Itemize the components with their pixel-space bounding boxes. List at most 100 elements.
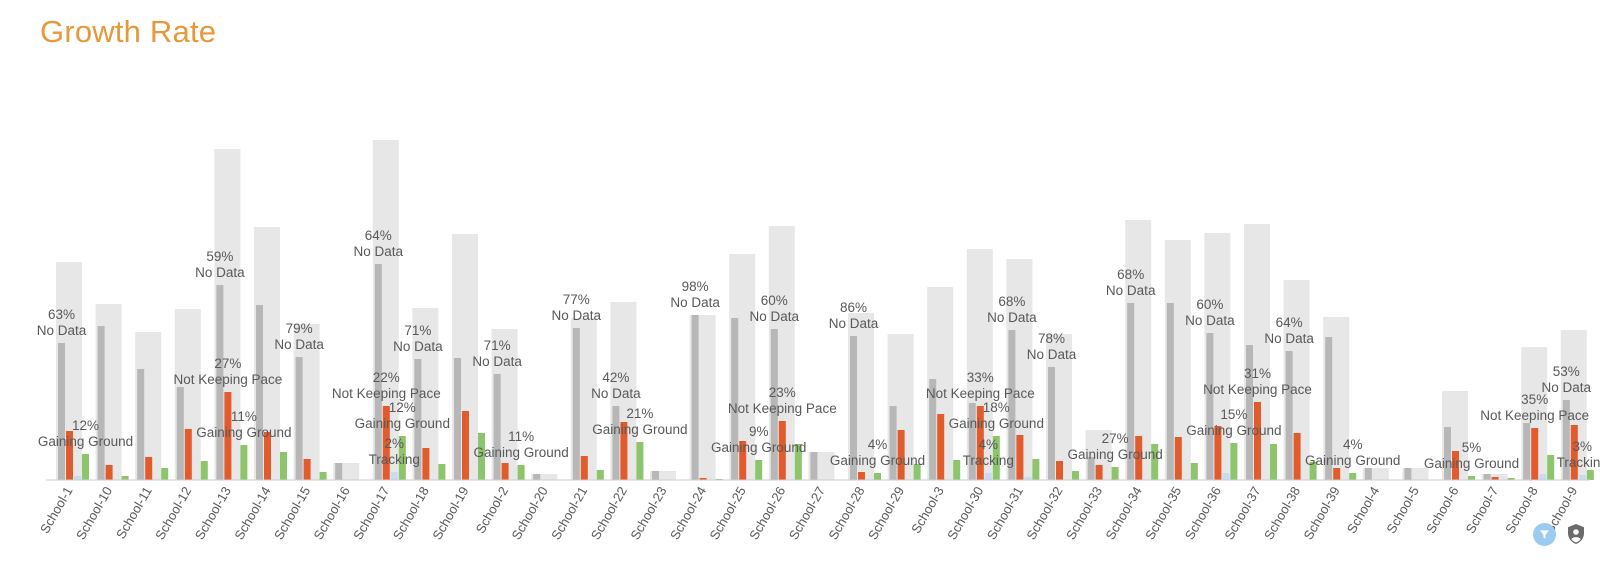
bar-not-keeping-pace[interactable] xyxy=(224,392,232,480)
bar-tracking[interactable] xyxy=(1539,474,1547,480)
bar-no-data[interactable] xyxy=(731,318,739,480)
bar-not-keeping-pace[interactable] xyxy=(1056,461,1063,480)
bar-no-data[interactable] xyxy=(1206,333,1214,480)
bar-gaining-ground[interactable] xyxy=(1586,470,1594,480)
bar-not-keeping-pace[interactable] xyxy=(1214,426,1222,480)
bar-gaining-ground[interactable] xyxy=(280,452,287,480)
bar-not-keeping-pace[interactable] xyxy=(184,429,192,480)
bar-not-keeping-pace[interactable] xyxy=(1452,451,1459,480)
bar-no-data[interactable] xyxy=(454,358,461,480)
bar-no-data[interactable] xyxy=(1246,345,1253,480)
bar-not-keeping-pace[interactable] xyxy=(858,472,865,480)
bar-not-keeping-pace[interactable] xyxy=(145,457,153,480)
bar-not-keeping-pace[interactable] xyxy=(1135,436,1143,480)
bar-no-data[interactable] xyxy=(889,406,897,480)
bar-no-data[interactable] xyxy=(256,305,263,480)
bar-no-data[interactable] xyxy=(97,326,105,480)
filter-button[interactable] xyxy=(1533,523,1556,546)
bar-gaining-ground[interactable] xyxy=(1072,471,1079,480)
bar-not-keeping-pace[interactable] xyxy=(897,430,905,480)
bar-no-data[interactable] xyxy=(1127,303,1135,480)
bar-no-data[interactable] xyxy=(572,328,580,480)
bar-no-data[interactable] xyxy=(652,471,659,480)
bar-no-data[interactable] xyxy=(1444,427,1451,480)
bar-not-keeping-pace[interactable] xyxy=(1293,433,1301,480)
bar-not-keeping-pace[interactable] xyxy=(1254,402,1261,480)
bar-gaining-ground[interactable] xyxy=(755,460,763,480)
bar-gaining-ground[interactable] xyxy=(596,470,604,480)
bar-gaining-ground[interactable] xyxy=(1190,463,1198,480)
bar-no-data[interactable] xyxy=(810,452,818,480)
bar-no-data[interactable] xyxy=(374,264,382,480)
bar-gaining-ground[interactable] xyxy=(794,444,802,480)
bar-no-data[interactable] xyxy=(1325,337,1333,480)
bar-no-data[interactable] xyxy=(1404,468,1412,480)
bar-no-data[interactable] xyxy=(176,387,184,480)
bar-not-keeping-pace[interactable] xyxy=(1531,428,1539,480)
bar-no-data[interactable] xyxy=(850,336,857,480)
bar-no-data[interactable] xyxy=(533,474,541,480)
bar-no-data[interactable] xyxy=(1523,423,1531,480)
bar-not-keeping-pace[interactable] xyxy=(1016,435,1024,480)
bar-not-keeping-pace[interactable] xyxy=(422,448,430,480)
bar-not-keeping-pace[interactable] xyxy=(1570,425,1578,480)
bar-gaining-ground[interactable] xyxy=(992,436,1000,480)
bar-gaining-ground[interactable] xyxy=(240,445,248,480)
bar-gaining-ground[interactable] xyxy=(517,465,525,480)
bar-not-keeping-pace[interactable] xyxy=(264,432,271,480)
bar-no-data[interactable] xyxy=(770,329,778,480)
bar-total[interactable] xyxy=(650,471,676,480)
bar-gaining-ground[interactable] xyxy=(1032,459,1040,480)
bar-not-keeping-pace[interactable] xyxy=(976,406,984,480)
bar-no-data[interactable] xyxy=(612,406,620,480)
bar-no-data[interactable] xyxy=(493,374,501,480)
bar-not-keeping-pace[interactable] xyxy=(303,459,311,480)
bar-gaining-ground[interactable] xyxy=(1349,473,1357,480)
bar-not-keeping-pace[interactable] xyxy=(1095,465,1103,480)
bar-not-keeping-pace[interactable] xyxy=(937,414,945,480)
bar-tracking[interactable] xyxy=(1578,475,1586,480)
bar-gaining-ground[interactable] xyxy=(1270,444,1277,480)
bar-total[interactable] xyxy=(531,474,558,480)
bar-tracking[interactable] xyxy=(74,476,81,480)
bar-not-keeping-pace[interactable] xyxy=(1174,437,1182,480)
bar-not-keeping-pace[interactable] xyxy=(778,421,786,480)
bar-not-keeping-pace[interactable] xyxy=(699,478,707,480)
bar-gaining-ground[interactable] xyxy=(121,476,129,480)
bar-not-keeping-pace[interactable] xyxy=(462,411,469,480)
bar-not-keeping-pace[interactable] xyxy=(580,456,588,480)
bar-not-keeping-pace[interactable] xyxy=(1491,477,1499,480)
bar-no-data[interactable] xyxy=(929,379,937,480)
bar-no-data[interactable] xyxy=(295,357,303,480)
bar-not-keeping-pace[interactable] xyxy=(1333,468,1341,480)
bar-gaining-ground[interactable] xyxy=(1547,455,1555,480)
bar-gaining-ground[interactable] xyxy=(913,464,921,480)
bar-gaining-ground[interactable] xyxy=(1309,462,1317,480)
bar-gaining-ground[interactable] xyxy=(1111,467,1119,480)
bar-no-data[interactable] xyxy=(1087,457,1095,480)
bar-no-data[interactable] xyxy=(1048,367,1055,480)
bar-tracking[interactable] xyxy=(984,473,992,480)
bar-tracking[interactable] xyxy=(1024,477,1032,480)
bar-not-keeping-pace[interactable] xyxy=(620,422,628,480)
bar-gaining-ground[interactable] xyxy=(161,468,169,480)
bar-gaining-ground[interactable] xyxy=(478,433,485,480)
bar-not-keeping-pace[interactable] xyxy=(382,406,390,480)
bar-not-keeping-pace[interactable] xyxy=(501,463,509,480)
bar-gaining-ground[interactable] xyxy=(1151,444,1159,480)
bar-no-data[interactable] xyxy=(1285,351,1293,480)
bar-tracking[interactable] xyxy=(1222,473,1230,480)
bar-no-data[interactable] xyxy=(58,343,65,480)
bar-not-keeping-pace[interactable] xyxy=(739,441,747,480)
bar-gaining-ground[interactable] xyxy=(398,436,406,480)
bar-no-data[interactable] xyxy=(691,315,699,480)
bar-gaining-ground[interactable] xyxy=(82,454,89,480)
bar-no-data[interactable] xyxy=(137,369,145,480)
bar-no-data[interactable] xyxy=(1364,468,1372,480)
bar-gaining-ground[interactable] xyxy=(874,473,881,480)
privacy-button[interactable] xyxy=(1562,520,1590,548)
bar-no-data[interactable] xyxy=(216,285,224,480)
bar-no-data[interactable] xyxy=(335,463,343,480)
bar-gaining-ground[interactable] xyxy=(636,442,644,480)
bar-tracking[interactable] xyxy=(390,472,398,480)
